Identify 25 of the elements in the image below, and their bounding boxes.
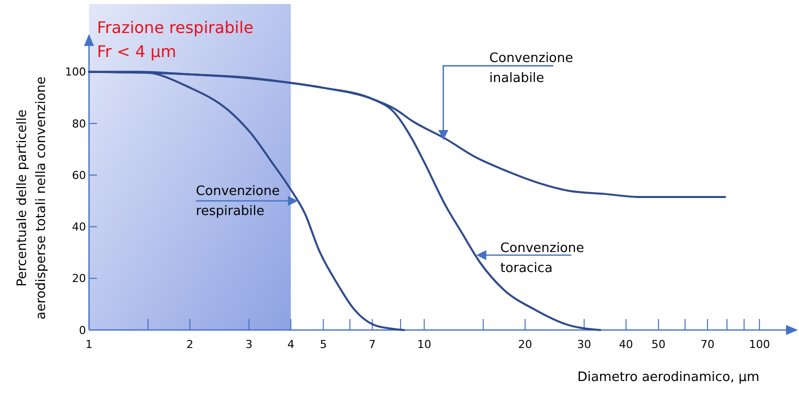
x-tick-label: 1 — [86, 338, 92, 351]
annotation: Convenzione toracica — [500, 241, 584, 276]
x-tick-label: 50 — [652, 338, 666, 351]
y-tick-label: 20 — [72, 272, 86, 286]
x-axis-title: Diametro aerodinamico, µm — [577, 370, 760, 385]
x-tick-label: 5 — [320, 338, 327, 351]
y-tick-label: 80 — [72, 117, 86, 130]
x-tick-label: 20 — [518, 338, 532, 351]
x-tick-label: 100 — [748, 338, 770, 351]
annotation: Convenzione inalabile — [489, 50, 574, 86]
y-tick-label: 100 — [65, 66, 86, 79]
y-axis-title: Percentuale delle particelle aerodisperse totali nella convenzione — [15, 76, 49, 320]
annotation: Convenzione respirabile — [196, 184, 280, 219]
x-tick-label: 30 — [577, 338, 592, 351]
x-tick-label: 10 — [417, 338, 432, 351]
y-tick-label: 40 — [72, 220, 86, 234]
band-label: Frazione respirabile Fr < 4 µm — [97, 18, 254, 61]
x-tick-label: 70 — [700, 338, 715, 351]
x-tick-label: 2 — [186, 338, 194, 351]
x-tick-label: 40 — [619, 338, 634, 351]
x-tick-label: 7 — [368, 338, 376, 351]
y-tick-label: 0 — [79, 324, 86, 337]
x-tick-label: 3 — [245, 338, 252, 351]
y-tick-label: 60 — [72, 168, 86, 182]
x-tick-label: 4 — [287, 338, 294, 351]
